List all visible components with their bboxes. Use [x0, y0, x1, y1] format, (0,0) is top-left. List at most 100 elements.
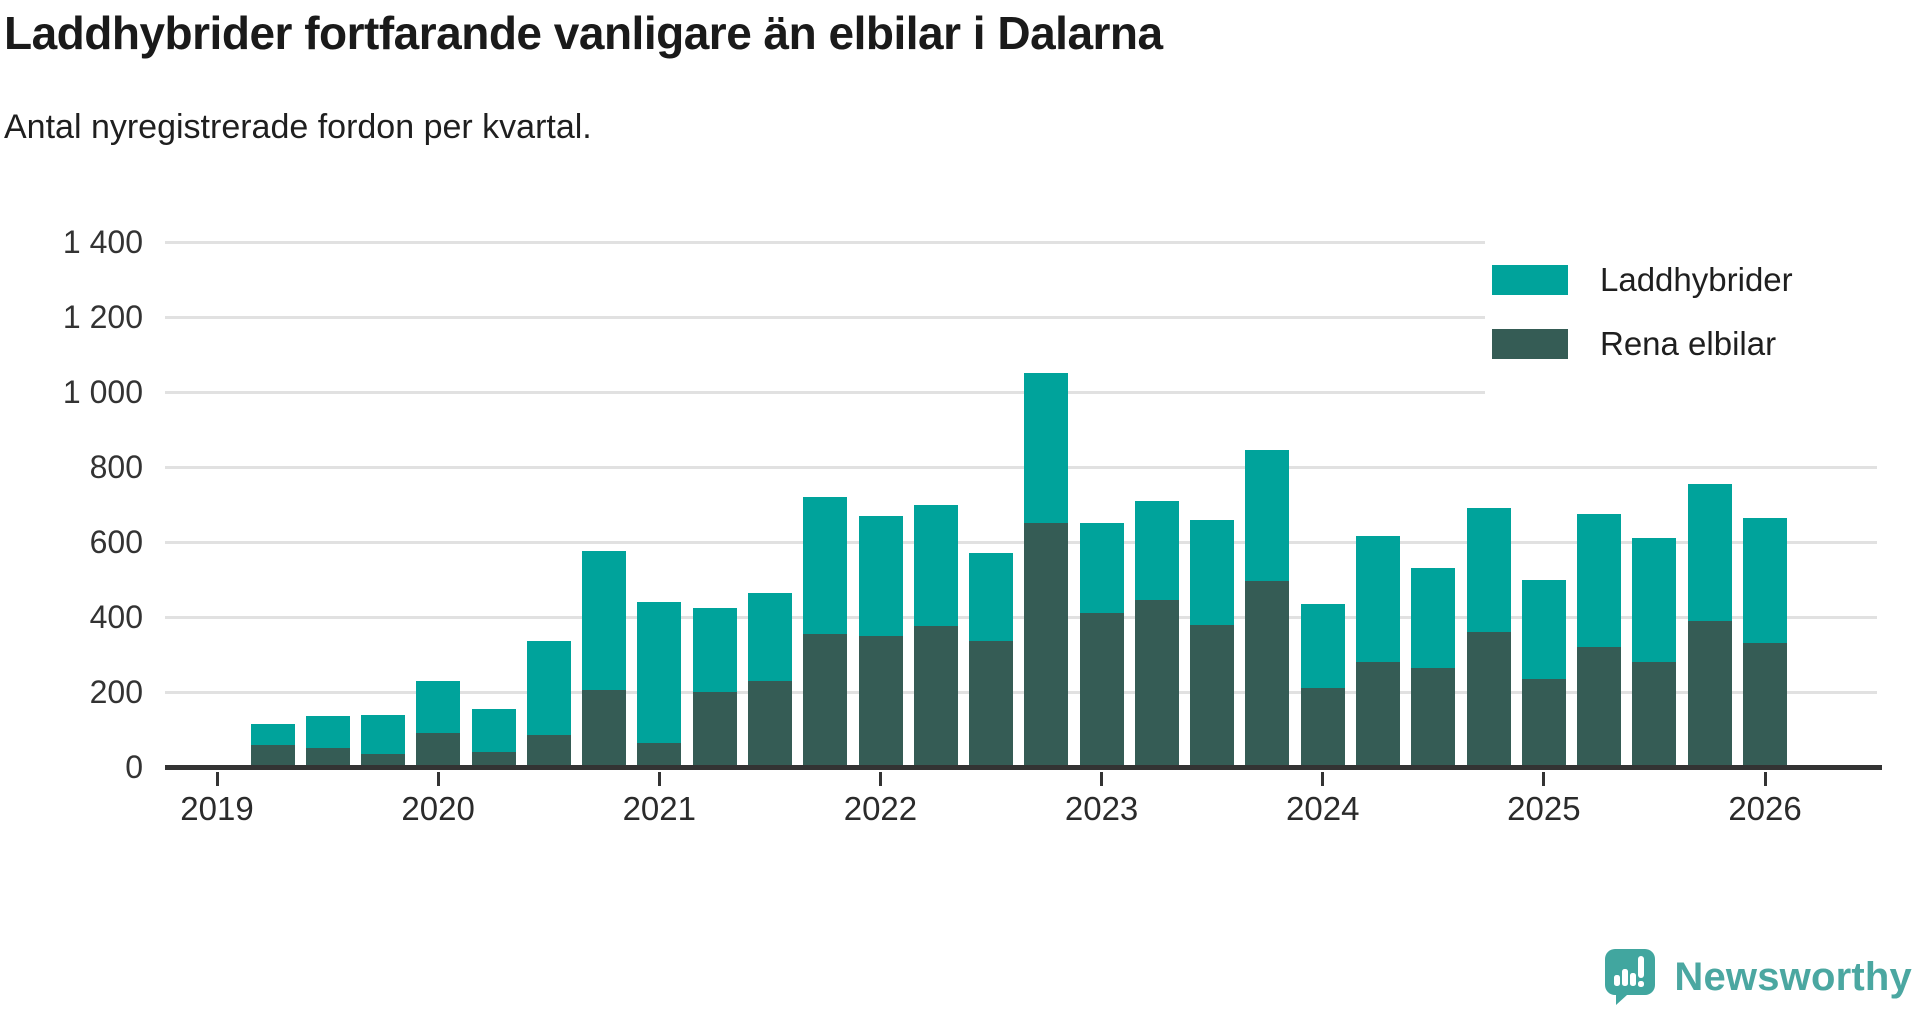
bar-segment-laddhybrider-2022-Q2 — [913, 504, 958, 627]
bar-segment-laddhybrider-2025-Q1 — [1521, 579, 1566, 679]
bar-segment-rena-elbilar-2025-Q1 — [1521, 678, 1566, 767]
bar-segment-laddhybrider-2019-Q3 — [305, 716, 350, 749]
chart-title: Laddhybrider fortfarande vanligare än el… — [4, 7, 1163, 59]
bar-segment-rena-elbilar-2024-Q4 — [1466, 632, 1511, 767]
y-tick-label: 0 — [125, 749, 143, 785]
bar-segment-laddhybrider-2022-Q3 — [969, 553, 1014, 642]
bar-segment-laddhybrider-2024-Q4 — [1466, 508, 1511, 632]
gridline-1400 — [165, 241, 1877, 244]
legend-label: Rena elbilar — [1600, 325, 1777, 362]
legend: Laddhybrider Rena elbilar — [1485, 228, 1879, 396]
y-tick-label: 600 — [89, 524, 143, 560]
bar-segment-laddhybrider-2021-Q2 — [692, 607, 737, 692]
bar-segment-rena-elbilar-2021-Q4 — [803, 633, 848, 767]
bar-segment-rena-elbilar-2020-Q3 — [526, 735, 571, 767]
x-tick-label: 2023 — [1064, 790, 1139, 827]
x-tick-label: 2024 — [1286, 790, 1360, 827]
bar-segment-laddhybrider-2023-Q3 — [1190, 519, 1235, 625]
bar-segment-rena-elbilar-2022-Q2 — [913, 626, 958, 767]
legend-swatch-rena-elbilar — [1492, 329, 1568, 359]
x-tick — [1321, 772, 1325, 786]
x-tick-label: 2026 — [1728, 790, 1802, 827]
bar-segment-rena-elbilar-2019-Q4 — [361, 753, 406, 767]
bar-segment-laddhybrider-2026-Q1 — [1742, 517, 1787, 644]
bar-segment-rena-elbilar-2023-Q1 — [1079, 613, 1124, 767]
bar-segment-laddhybrider-2024-Q2 — [1356, 536, 1400, 662]
bar-segment-rena-elbilar-2022-Q4 — [1024, 523, 1069, 767]
bar-segment-laddhybrider-2022-Q4 — [1024, 373, 1069, 524]
x-tick — [657, 772, 661, 786]
bar-segment-laddhybrider-2025-Q4 — [1687, 483, 1732, 621]
bar-segment-rena-elbilar-2021-Q1 — [637, 742, 682, 767]
newsworthy-logo-icon — [1605, 949, 1656, 1005]
x-axis-line — [165, 765, 1882, 770]
x-tick — [1100, 772, 1104, 786]
bar-segment-rena-elbilar-2025-Q2 — [1577, 647, 1622, 767]
x-tick — [436, 772, 440, 786]
bar-segment-rena-elbilar-2021-Q3 — [747, 680, 792, 767]
bar-segment-laddhybrider-2019-Q2 — [250, 723, 295, 745]
bar-segment-laddhybrider-2021-Q3 — [747, 592, 792, 681]
y-tick-label: 800 — [89, 449, 143, 485]
bar-segment-laddhybrider-2025-Q3 — [1632, 538, 1677, 662]
bar-segment-laddhybrider-2023-Q2 — [1134, 500, 1179, 601]
y-tick-label: 400 — [89, 599, 143, 635]
gridline-1200 — [165, 316, 1877, 319]
bar-segment-rena-elbilar-2025-Q4 — [1687, 620, 1732, 767]
chart-subtitle: Antal nyregistrerade fordon per kvartal. — [4, 108, 592, 146]
bar-segment-rena-elbilar-2020-Q2 — [471, 752, 516, 767]
x-tick-label: 2022 — [843, 790, 918, 827]
bar-segment-laddhybrider-2023-Q4 — [1245, 450, 1290, 582]
gridline-600 — [165, 541, 1877, 544]
y-tick-label: 1 200 — [62, 299, 143, 335]
bar-segment-laddhybrider-2021-Q1 — [637, 602, 682, 743]
bar-segment-rena-elbilar-2023-Q2 — [1134, 600, 1179, 767]
x-tick — [1542, 772, 1546, 786]
bar-segment-rena-elbilar-2020-Q1 — [416, 733, 461, 767]
bar-segment-rena-elbilar-2024-Q2 — [1356, 662, 1400, 767]
x-tick — [1763, 772, 1767, 786]
bar-segment-rena-elbilar-2020-Q4 — [582, 690, 627, 767]
legend-swatch-laddhybrider — [1492, 265, 1568, 295]
bar-segment-rena-elbilar-2019-Q2 — [250, 744, 295, 767]
y-tick-label: 200 — [89, 674, 143, 710]
gridline-1000 — [165, 391, 1877, 394]
bar-segment-rena-elbilar-2026-Q1 — [1742, 643, 1787, 767]
x-tick-label: 2020 — [401, 790, 475, 827]
bar-segment-laddhybrider-2024-Q3 — [1411, 568, 1456, 668]
legend-item-laddhybrider: Laddhybrider — [1485, 261, 1879, 299]
bar-segment-rena-elbilar-2024-Q3 — [1411, 667, 1456, 767]
bar-segment-rena-elbilar-2025-Q3 — [1632, 662, 1677, 767]
bar-segment-rena-elbilar-2023-Q4 — [1245, 581, 1290, 767]
legend-item-rena-elbilar: Rena elbilar — [1485, 325, 1879, 363]
bar-segment-rena-elbilar-2022-Q3 — [969, 641, 1014, 767]
bar-segment-rena-elbilar-2022-Q1 — [858, 635, 903, 767]
bar-segment-laddhybrider-2023-Q1 — [1079, 523, 1124, 614]
bar-segment-laddhybrider-2020-Q3 — [526, 641, 571, 736]
bar-segment-laddhybrider-2020-Q1 — [416, 680, 461, 734]
legend-label: Laddhybrider — [1600, 261, 1793, 298]
newsworthy-branding: Newsworthy — [1604, 948, 1912, 1006]
bar-segment-laddhybrider-2025-Q2 — [1577, 513, 1622, 647]
x-tick-label: 2019 — [180, 790, 254, 827]
x-tick-label: 2021 — [622, 790, 696, 827]
bar-segment-rena-elbilar-2024-Q1 — [1300, 688, 1345, 767]
gridline-400 — [165, 616, 1877, 619]
newsworthy-wordmark: Newsworthy — [1674, 954, 1912, 999]
bar-segment-laddhybrider-2022-Q1 — [858, 515, 903, 636]
bar-segment-laddhybrider-2020-Q2 — [471, 708, 516, 752]
bar-segment-laddhybrider-2021-Q4 — [803, 497, 848, 634]
y-tick-label: 1 000 — [62, 374, 143, 410]
bar-segment-rena-elbilar-2023-Q3 — [1190, 624, 1235, 767]
y-tick-label: 1 400 — [62, 224, 143, 260]
bar-segment-rena-elbilar-2021-Q2 — [692, 692, 737, 767]
bar-segment-laddhybrider-2020-Q4 — [582, 551, 627, 691]
x-tick — [878, 772, 882, 786]
x-tick — [215, 772, 219, 786]
gridline-800 — [165, 466, 1877, 469]
bar-segment-rena-elbilar-2019-Q3 — [305, 748, 350, 767]
gridline-200 — [165, 691, 1877, 694]
bar-segment-laddhybrider-2019-Q4 — [361, 714, 406, 754]
